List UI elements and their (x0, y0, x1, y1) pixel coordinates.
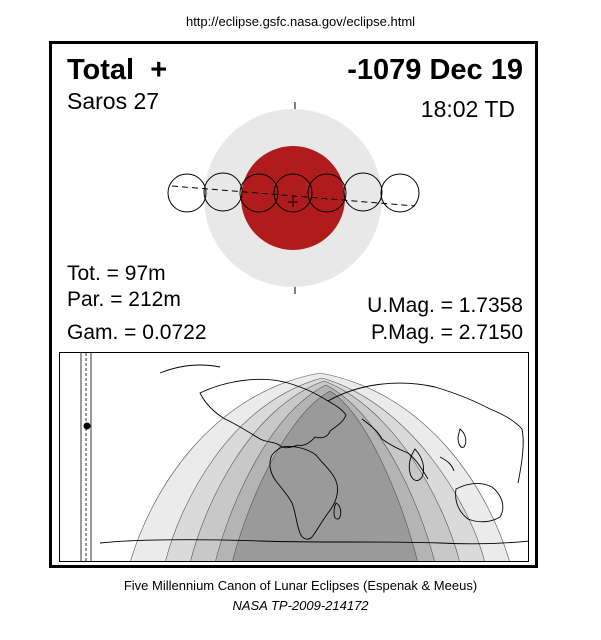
source-url[interactable]: http://eclipse.gsfc.nasa.gov/eclipse.htm… (185, 14, 416, 29)
umbral-magnitude: U.Mag. = 1.7358 (367, 294, 523, 317)
moon-position (239, 173, 279, 213)
pacific-coast (517, 428, 524, 484)
world-map (60, 353, 528, 561)
moon-position (380, 173, 420, 213)
madagascar (333, 502, 342, 520)
asia-north-coast (327, 382, 523, 430)
footer-canon-title: Five Millennium Canon of Lunar Eclipses … (123, 578, 478, 593)
southeast-asia (439, 456, 455, 472)
partial-duration: Par. = 212m (67, 288, 181, 311)
penumbral-magnitude: P.Mag. = 2.7150 (371, 321, 523, 344)
india (408, 448, 425, 481)
visibility-full (232, 390, 418, 561)
australia (455, 482, 504, 523)
asia-south-coast (361, 418, 429, 480)
visibility-map (59, 352, 529, 562)
gamma-value: Gam. = 0.0722 (67, 321, 207, 344)
eclipse-type-symbol: + (150, 54, 168, 86)
eclipse-time: 18:02 TD (420, 96, 515, 122)
antarctica-coast (99, 539, 528, 545)
eclipse-figure-frame (49, 41, 538, 568)
eclipse-type: Total + (67, 54, 167, 87)
africa (269, 446, 339, 540)
japan (457, 428, 467, 448)
moon-position (307, 173, 347, 213)
europe-asia-west (199, 378, 347, 449)
subsolar-point-marker (83, 422, 91, 430)
moon-position (343, 172, 383, 212)
moon-position (273, 173, 313, 213)
footer-publication-id: NASA TP-2009-214172 (232, 598, 369, 613)
totality-duration: Tot. = 97m (67, 262, 166, 285)
ecliptic-line (171, 185, 416, 207)
moon-position (167, 173, 207, 213)
saros-number: Saros 27 (67, 88, 160, 114)
eclipse-date: -1079 Dec 19 (347, 54, 523, 86)
eclipse-geometry-diagram (167, 102, 420, 294)
continent-outlines (99, 364, 528, 545)
eclipse-type-label: Total (67, 54, 135, 86)
greenland-coast (159, 364, 221, 374)
